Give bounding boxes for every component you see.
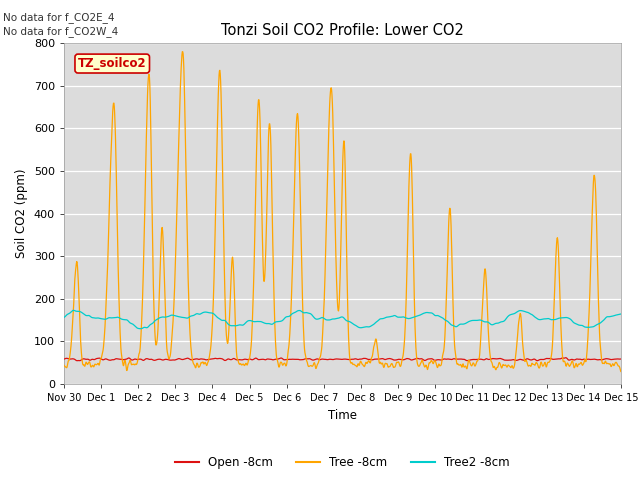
- X-axis label: Time: Time: [328, 408, 357, 421]
- Y-axis label: Soil CO2 (ppm): Soil CO2 (ppm): [15, 169, 28, 258]
- Legend: Open -8cm, Tree -8cm, Tree2 -8cm: Open -8cm, Tree -8cm, Tree2 -8cm: [170, 451, 515, 474]
- Text: No data for f_CO2W_4: No data for f_CO2W_4: [3, 26, 118, 37]
- Text: No data for f_CO2E_4: No data for f_CO2E_4: [3, 12, 115, 23]
- Text: TZ_soilco2: TZ_soilco2: [78, 57, 147, 70]
- Title: Tonzi Soil CO2 Profile: Lower CO2: Tonzi Soil CO2 Profile: Lower CO2: [221, 23, 464, 38]
